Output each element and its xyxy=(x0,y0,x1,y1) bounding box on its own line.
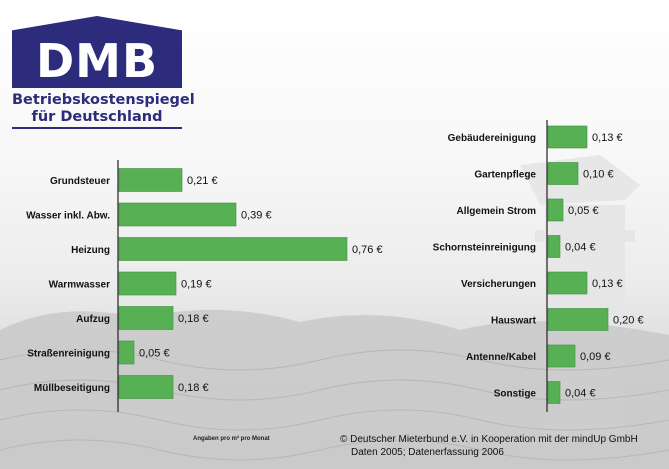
bar xyxy=(547,308,609,331)
value-label: 0,05 € xyxy=(139,348,170,360)
bar xyxy=(118,306,174,330)
logo-title: DMB xyxy=(35,34,159,88)
value-label: 0,20 € xyxy=(613,315,644,327)
bar xyxy=(547,235,561,258)
value-label: 0,21 € xyxy=(187,175,218,187)
bar xyxy=(118,202,237,227)
value-label: 0,09 € xyxy=(580,351,611,363)
category-label: Müllbeseitigung xyxy=(34,383,110,394)
bar xyxy=(547,344,576,368)
category-label: Hauswart xyxy=(491,316,537,327)
category-label: Straßenreinigung xyxy=(27,349,110,360)
value-label: 0,05 € xyxy=(568,205,599,217)
value-label: 0,04 € xyxy=(565,242,596,254)
value-label: 0,10 € xyxy=(583,169,614,181)
logo-subtitle-line2: für Deutschland xyxy=(31,109,163,125)
category-label: Allgemein Strom xyxy=(457,206,537,217)
category-label: Aufzug xyxy=(76,314,110,325)
category-label: Grundsteuer xyxy=(50,176,110,187)
value-label: 0,39 € xyxy=(241,210,272,222)
category-label: Versicherungen xyxy=(461,279,536,290)
bar xyxy=(547,125,588,149)
bar xyxy=(118,271,177,296)
value-label: 0,18 € xyxy=(178,382,209,394)
logo-underline xyxy=(12,127,182,129)
value-label: 0,13 € xyxy=(592,278,623,290)
value-label: 0,18 € xyxy=(178,313,209,325)
bar xyxy=(118,375,174,399)
bar xyxy=(118,340,135,365)
bar xyxy=(547,198,564,222)
bar xyxy=(118,237,348,261)
bar xyxy=(547,271,588,295)
category-label: Warmwasser xyxy=(49,280,110,291)
value-label: 0,13 € xyxy=(592,132,623,144)
unit-footnote: Angaben pro m² pro Monat xyxy=(193,436,270,442)
logo-subtitle-line1: Betriebskostenspiegel xyxy=(12,92,195,108)
category-label: Gebäudereinigung xyxy=(448,133,536,144)
value-label: 0,76 € xyxy=(352,244,383,256)
category-label: Wasser inkl. Abw. xyxy=(26,211,110,222)
bar xyxy=(547,162,579,185)
copyright-line2: Daten 2005; Datenerfassung 2006 xyxy=(351,447,504,458)
dmb-logo: DMB Betriebskostenspiegel für Deutschlan… xyxy=(12,16,195,129)
logo-house-shape xyxy=(12,16,182,88)
category-label: Heizung xyxy=(71,245,110,256)
bar xyxy=(547,381,561,404)
value-label: 0,04 € xyxy=(565,388,596,400)
category-label: Sonstige xyxy=(494,389,537,400)
bar xyxy=(118,168,183,192)
category-label: Schornsteinreinigung xyxy=(433,243,536,254)
category-label: Gartenpflege xyxy=(474,170,536,181)
category-label: Antenne/Kabel xyxy=(466,352,536,363)
copyright-line1: © Deutscher Mieterbund e.V. in Kooperati… xyxy=(340,434,638,445)
value-label: 0,19 € xyxy=(181,279,212,291)
